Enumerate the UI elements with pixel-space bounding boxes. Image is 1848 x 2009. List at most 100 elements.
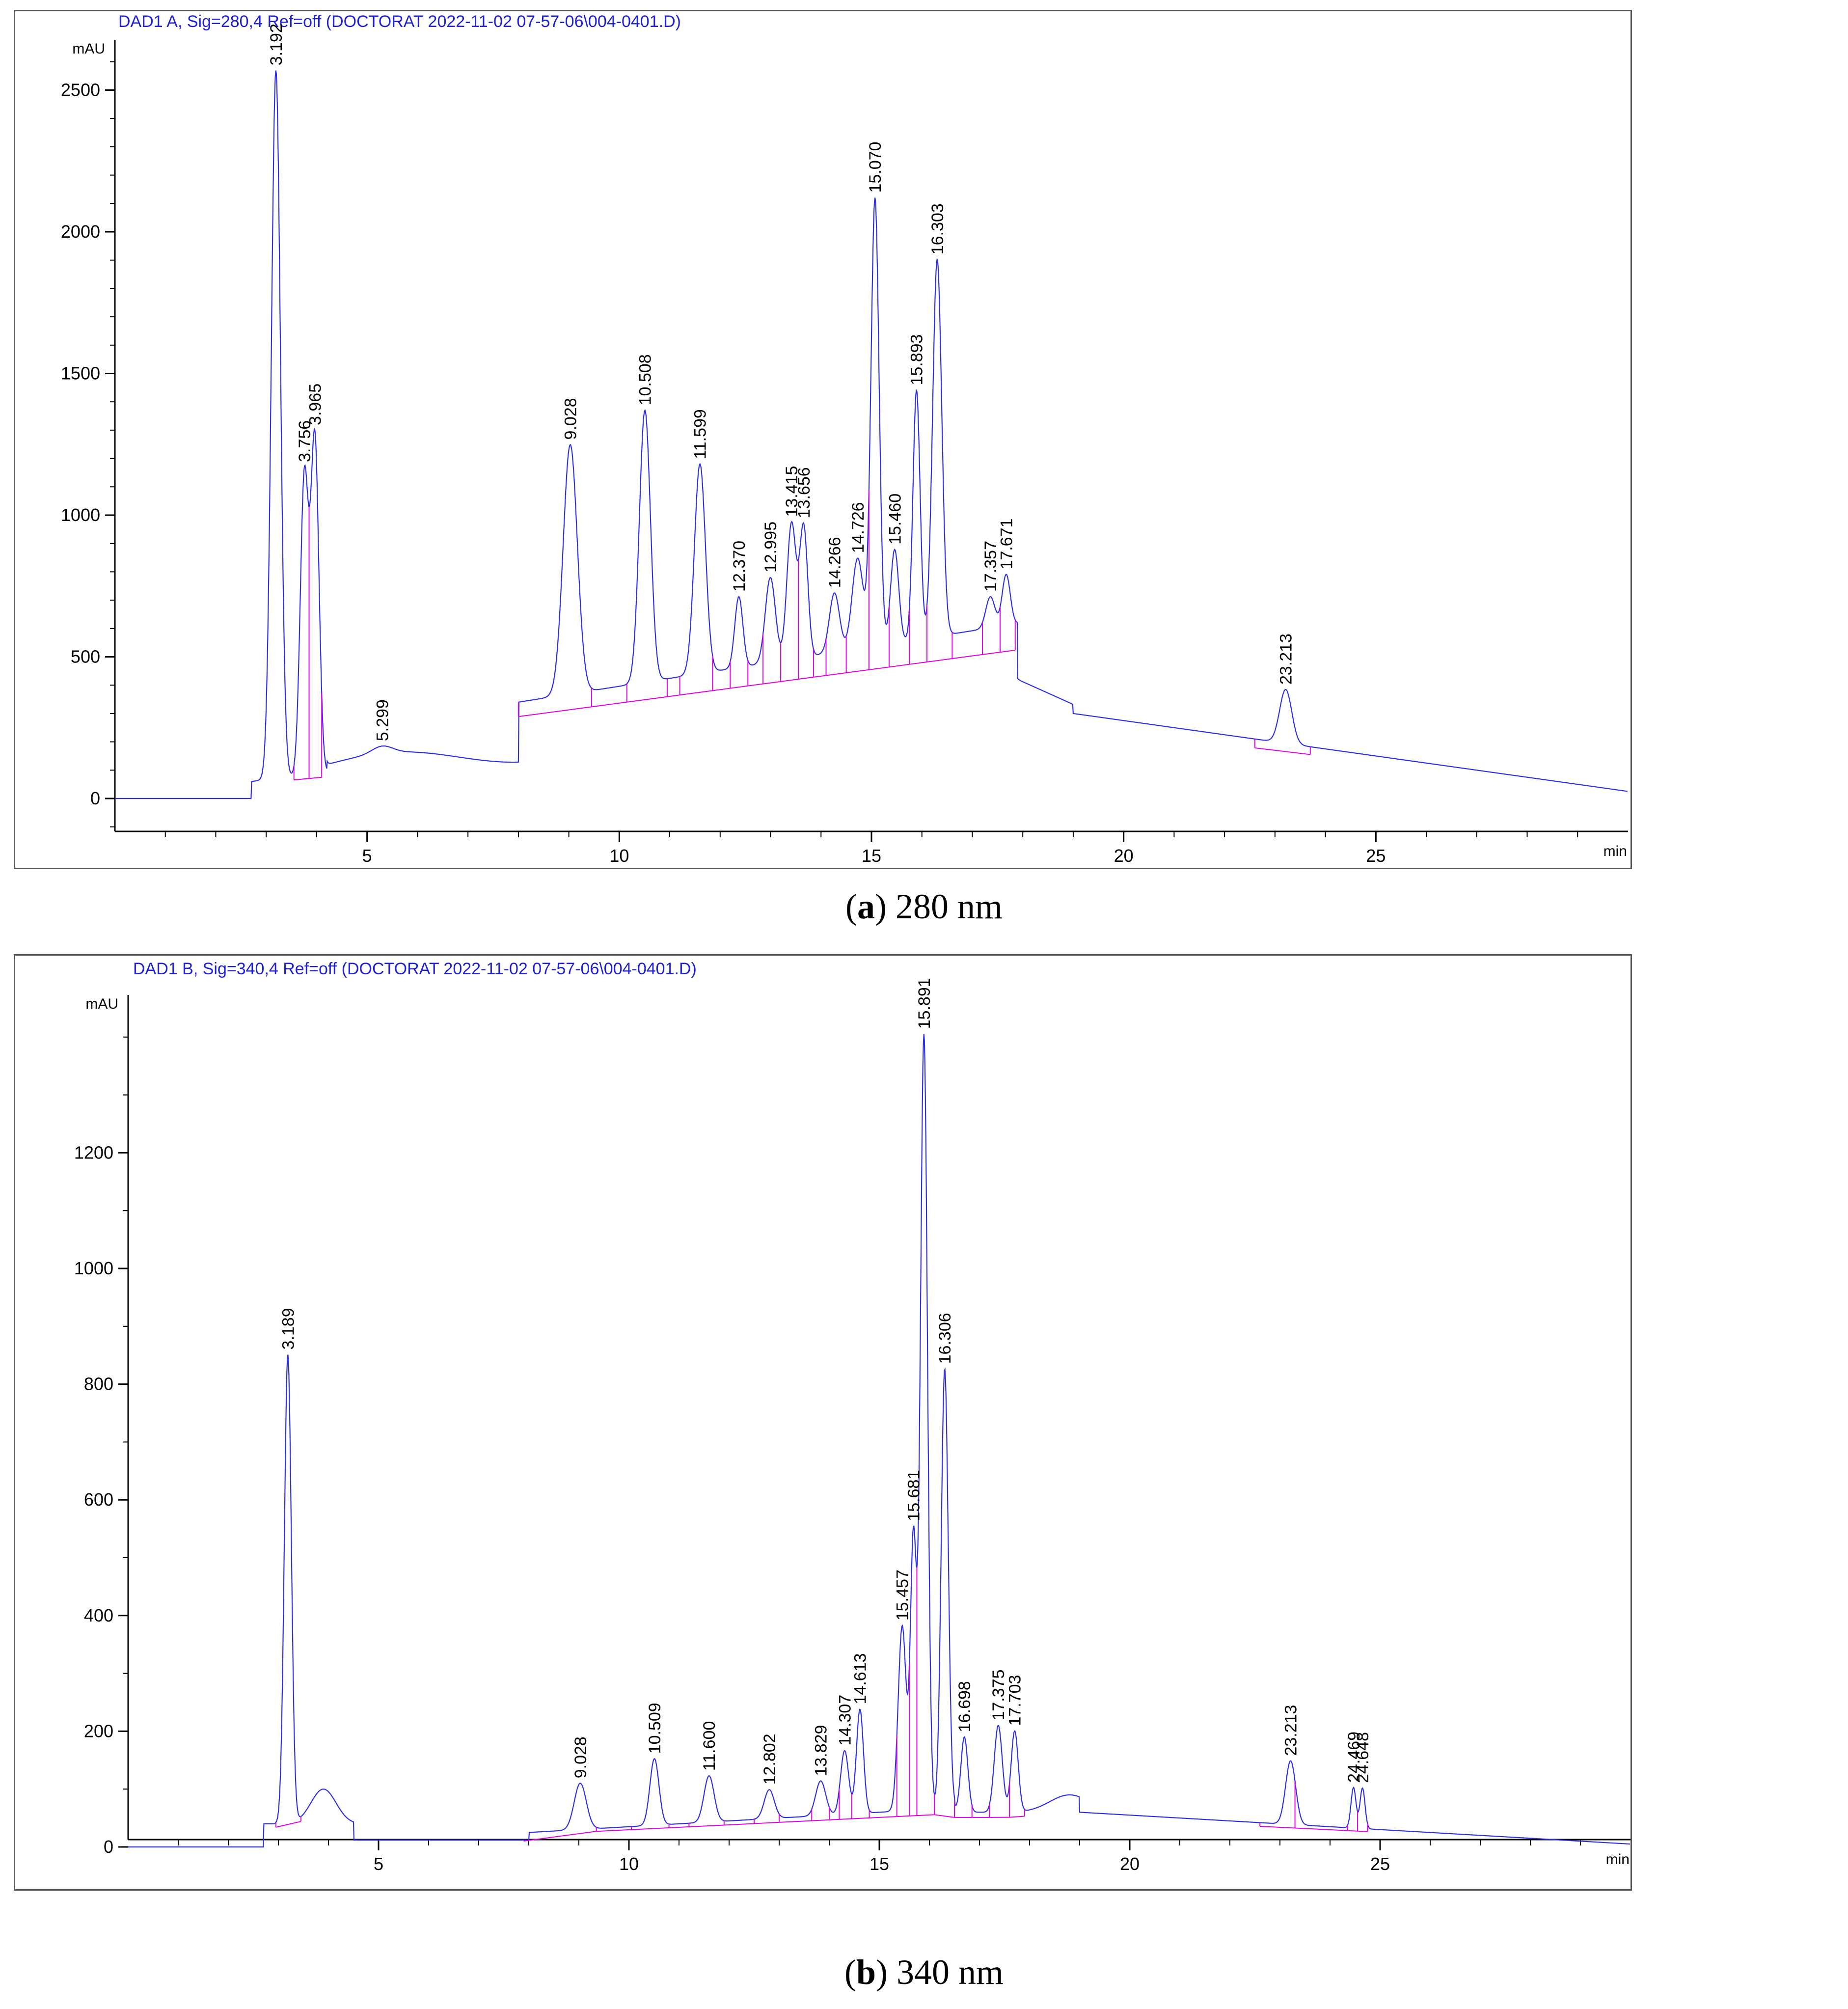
peak-label: 12.802 [761, 1734, 779, 1785]
integration-baseline [909, 661, 927, 665]
y-tick-label: 800 [84, 1374, 113, 1394]
integration-baseline [869, 666, 890, 670]
x-axis-unit: min [1606, 1851, 1630, 1868]
peak-label: 23.213 [1277, 633, 1296, 685]
y-tick-label: 0 [104, 1837, 113, 1857]
integration-baseline [917, 1814, 935, 1816]
signal-title: DAD1 B, Sig=340,4 Ref=off (DOCTORAT 2022… [133, 960, 697, 978]
peak-label: 15.070 [866, 142, 885, 193]
integration-baseline [952, 654, 983, 660]
integration-baseline [851, 1817, 870, 1819]
integration-baseline [748, 683, 763, 687]
peak-label: 14.266 [826, 537, 844, 588]
integration-baseline [626, 696, 668, 703]
integration-baseline [869, 1816, 897, 1818]
signal-title: DAD1 A, Sig=280,4 Ref=off (DOCTORAT 2022… [118, 12, 681, 31]
peak-label: 10.509 [646, 1703, 664, 1754]
peak-label: 12.995 [761, 522, 780, 573]
integration-baseline [829, 1818, 840, 1820]
y-tick-label: 1000 [61, 505, 100, 525]
peak-label: 17.357 [981, 541, 1000, 592]
integration-baseline [689, 1824, 724, 1827]
x-tick-label: 5 [362, 846, 372, 866]
peak-label: 16.306 [936, 1313, 954, 1364]
peak-label: 24.469 [1345, 1732, 1363, 1783]
x-tick-label: 20 [1114, 846, 1134, 866]
peak-label: 17.375 [989, 1670, 1008, 1721]
chromatogram-panel-280nm: DAD1 A, Sig=280,4 Ref=off (DOCTORAT 2022… [14, 10, 1632, 869]
integration-baseline [762, 681, 781, 685]
peak-label: 11.600 [700, 1721, 719, 1771]
x-tick-label: 25 [1366, 846, 1386, 866]
integration-baseline [724, 1823, 755, 1826]
y-tick-label: 1500 [61, 363, 100, 384]
integration-baseline [1000, 649, 1015, 653]
integration-baseline [591, 701, 627, 708]
peak-label: 16.698 [955, 1681, 974, 1732]
peak-label: 14.307 [836, 1695, 854, 1746]
integration-baseline [1260, 1825, 1295, 1829]
caption-letter: a [857, 887, 875, 926]
peak-label: 11.599 [691, 409, 710, 459]
y-axis-unit: mAU [72, 41, 105, 57]
caption-280nm: (a) 280 nm [845, 887, 1003, 926]
y-tick-label: 500 [71, 647, 100, 667]
peak-label: 15.457 [894, 1569, 912, 1621]
y-tick-label: 1200 [74, 1142, 113, 1162]
integration-baseline [730, 685, 748, 689]
x-tick-label: 10 [619, 1854, 639, 1874]
peak-label: 9.028 [561, 398, 580, 440]
peak-label: 15.893 [908, 334, 926, 385]
integration-baseline [631, 1827, 669, 1830]
y-tick-label: 600 [84, 1489, 113, 1510]
chromatogram-280nm-plot: DAD1 A, Sig=280,4 Ref=off (DOCTORAT 2022… [61, 12, 1628, 866]
peak-label: 13.829 [812, 1725, 831, 1776]
signal-trace [128, 1034, 1631, 1848]
x-axis-unit: min [1603, 843, 1627, 859]
y-axis-unit: mAU [85, 996, 118, 1012]
integration-baseline [523, 1831, 597, 1842]
x-tick-label: 10 [609, 846, 629, 866]
y-tick-label: 2500 [61, 80, 100, 100]
integration-baseline [934, 1814, 955, 1818]
x-tick-label: 15 [870, 1854, 889, 1874]
y-tick-label: 200 [84, 1721, 113, 1741]
integration-baseline [667, 694, 680, 697]
integration-baseline [518, 706, 592, 717]
peak-label: 17.671 [997, 519, 1016, 570]
y-tick-label: 400 [84, 1605, 113, 1625]
integration-baseline [846, 669, 869, 673]
x-tick-label: 5 [374, 1854, 383, 1874]
peak-label: 15.460 [886, 494, 904, 545]
integration-baseline [826, 672, 846, 676]
peak-label: 15.681 [904, 1470, 923, 1521]
peak-label: 14.726 [849, 502, 868, 553]
peak-label: 15.891 [915, 978, 934, 1029]
integration-baseline [780, 679, 799, 682]
integration-baseline [294, 778, 309, 781]
integration-baseline [1254, 747, 1310, 755]
peak-label: 13.415 [783, 466, 801, 517]
integration-baseline [1009, 1816, 1025, 1818]
integration-baseline [812, 1819, 830, 1821]
x-tick-label: 20 [1120, 1854, 1140, 1874]
peak-label: 14.613 [851, 1653, 870, 1704]
caption-letter: b [856, 1953, 876, 1992]
peak-label: 17.703 [1006, 1675, 1025, 1726]
peak-label: 3.965 [306, 384, 325, 425]
integration-baseline [754, 1821, 780, 1824]
integration-baseline [596, 1829, 632, 1832]
peak-label: 24.648 [1354, 1732, 1372, 1783]
y-tick-label: 1000 [74, 1258, 113, 1278]
caption-340nm: (b) 340 nm [844, 1953, 1004, 1992]
peak-label: 16.303 [928, 203, 947, 254]
integration-baseline [779, 1820, 812, 1823]
x-tick-label: 25 [1370, 1854, 1390, 1874]
integration-baseline [1358, 1830, 1368, 1832]
integration-baseline [309, 776, 322, 779]
integration-baseline [813, 675, 826, 678]
chromatogram-340nm-plot: DAD1 B, Sig=340,4 Ref=off (DOCTORAT 2022… [74, 960, 1631, 1874]
peak-label: 3.189 [279, 1308, 298, 1349]
x-tick-label: 15 [862, 846, 881, 866]
integration-baseline [1295, 1827, 1348, 1831]
